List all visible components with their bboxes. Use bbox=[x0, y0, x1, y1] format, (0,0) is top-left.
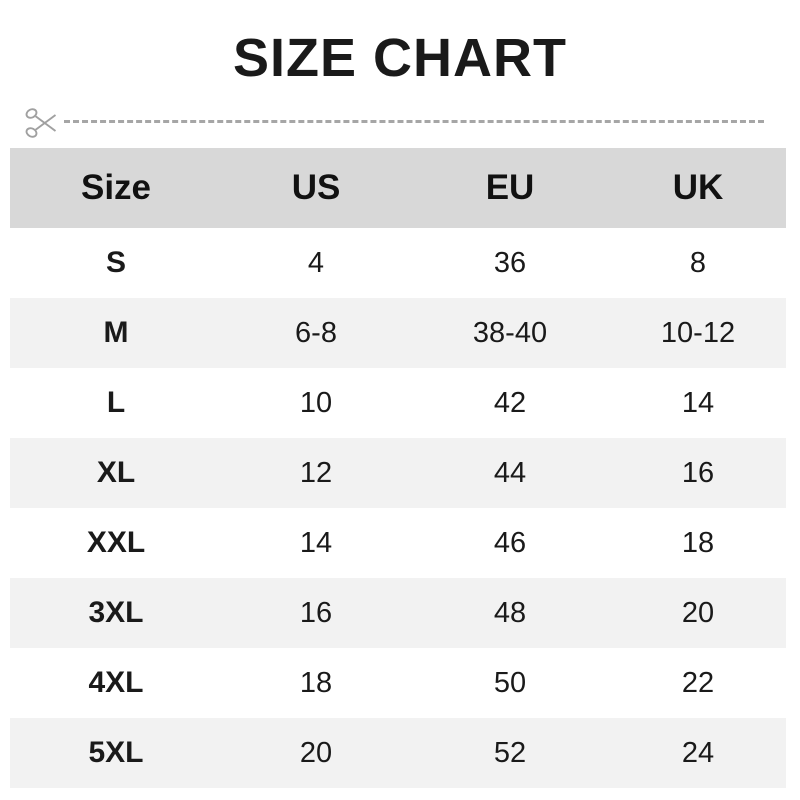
cell-eu: 46 bbox=[410, 508, 610, 578]
cell-uk: 16 bbox=[610, 438, 786, 508]
table-row: 4XL 18 50 22 bbox=[10, 648, 786, 718]
table-row: XL 12 44 16 bbox=[10, 438, 786, 508]
scissors-icon bbox=[25, 108, 57, 138]
cell-eu: 36 bbox=[410, 228, 610, 298]
cell-us: 16 bbox=[222, 578, 410, 648]
cell-size: L bbox=[10, 368, 222, 438]
cell-eu: 38-40 bbox=[410, 298, 610, 368]
cell-uk: 8 bbox=[610, 228, 786, 298]
cell-eu: 42 bbox=[410, 368, 610, 438]
cell-us: 4 bbox=[222, 228, 410, 298]
column-header-uk: UK bbox=[610, 148, 786, 228]
cell-us: 6-8 bbox=[222, 298, 410, 368]
cell-size: M bbox=[10, 298, 222, 368]
cell-us: 12 bbox=[222, 438, 410, 508]
column-header-us: US bbox=[222, 148, 410, 228]
cell-uk: 20 bbox=[610, 578, 786, 648]
cell-eu: 52 bbox=[410, 718, 610, 788]
table-row: S 4 36 8 bbox=[10, 228, 786, 298]
cell-size: 3XL bbox=[10, 578, 222, 648]
cell-eu: 48 bbox=[410, 578, 610, 648]
table-header-row: Size US EU UK bbox=[10, 148, 786, 228]
table-row: 3XL 16 48 20 bbox=[10, 578, 786, 648]
cut-line bbox=[22, 104, 778, 142]
cell-us: 10 bbox=[222, 368, 410, 438]
cell-eu: 50 bbox=[410, 648, 610, 718]
table-row: 5XL 20 52 24 bbox=[10, 718, 786, 788]
cell-eu: 44 bbox=[410, 438, 610, 508]
column-header-size: Size bbox=[10, 148, 222, 228]
cut-dashed-line bbox=[64, 120, 764, 123]
cell-us: 14 bbox=[222, 508, 410, 578]
size-chart-table: Size US EU UK S 4 36 8 M 6-8 38-40 10-12… bbox=[10, 148, 786, 788]
cell-size: XXL bbox=[10, 508, 222, 578]
cell-uk: 18 bbox=[610, 508, 786, 578]
cell-us: 20 bbox=[222, 718, 410, 788]
cell-uk: 22 bbox=[610, 648, 786, 718]
cell-us: 18 bbox=[222, 648, 410, 718]
table-row: M 6-8 38-40 10-12 bbox=[10, 298, 786, 368]
cell-size: 5XL bbox=[10, 718, 222, 788]
cell-uk: 10-12 bbox=[610, 298, 786, 368]
cell-size: 4XL bbox=[10, 648, 222, 718]
cell-uk: 14 bbox=[610, 368, 786, 438]
cell-uk: 24 bbox=[610, 718, 786, 788]
table-row: XXL 14 46 18 bbox=[10, 508, 786, 578]
page-title: SIZE CHART bbox=[233, 28, 567, 88]
cell-size: S bbox=[10, 228, 222, 298]
column-header-eu: EU bbox=[410, 148, 610, 228]
table-row: L 10 42 14 bbox=[10, 368, 786, 438]
cell-size: XL bbox=[10, 438, 222, 508]
